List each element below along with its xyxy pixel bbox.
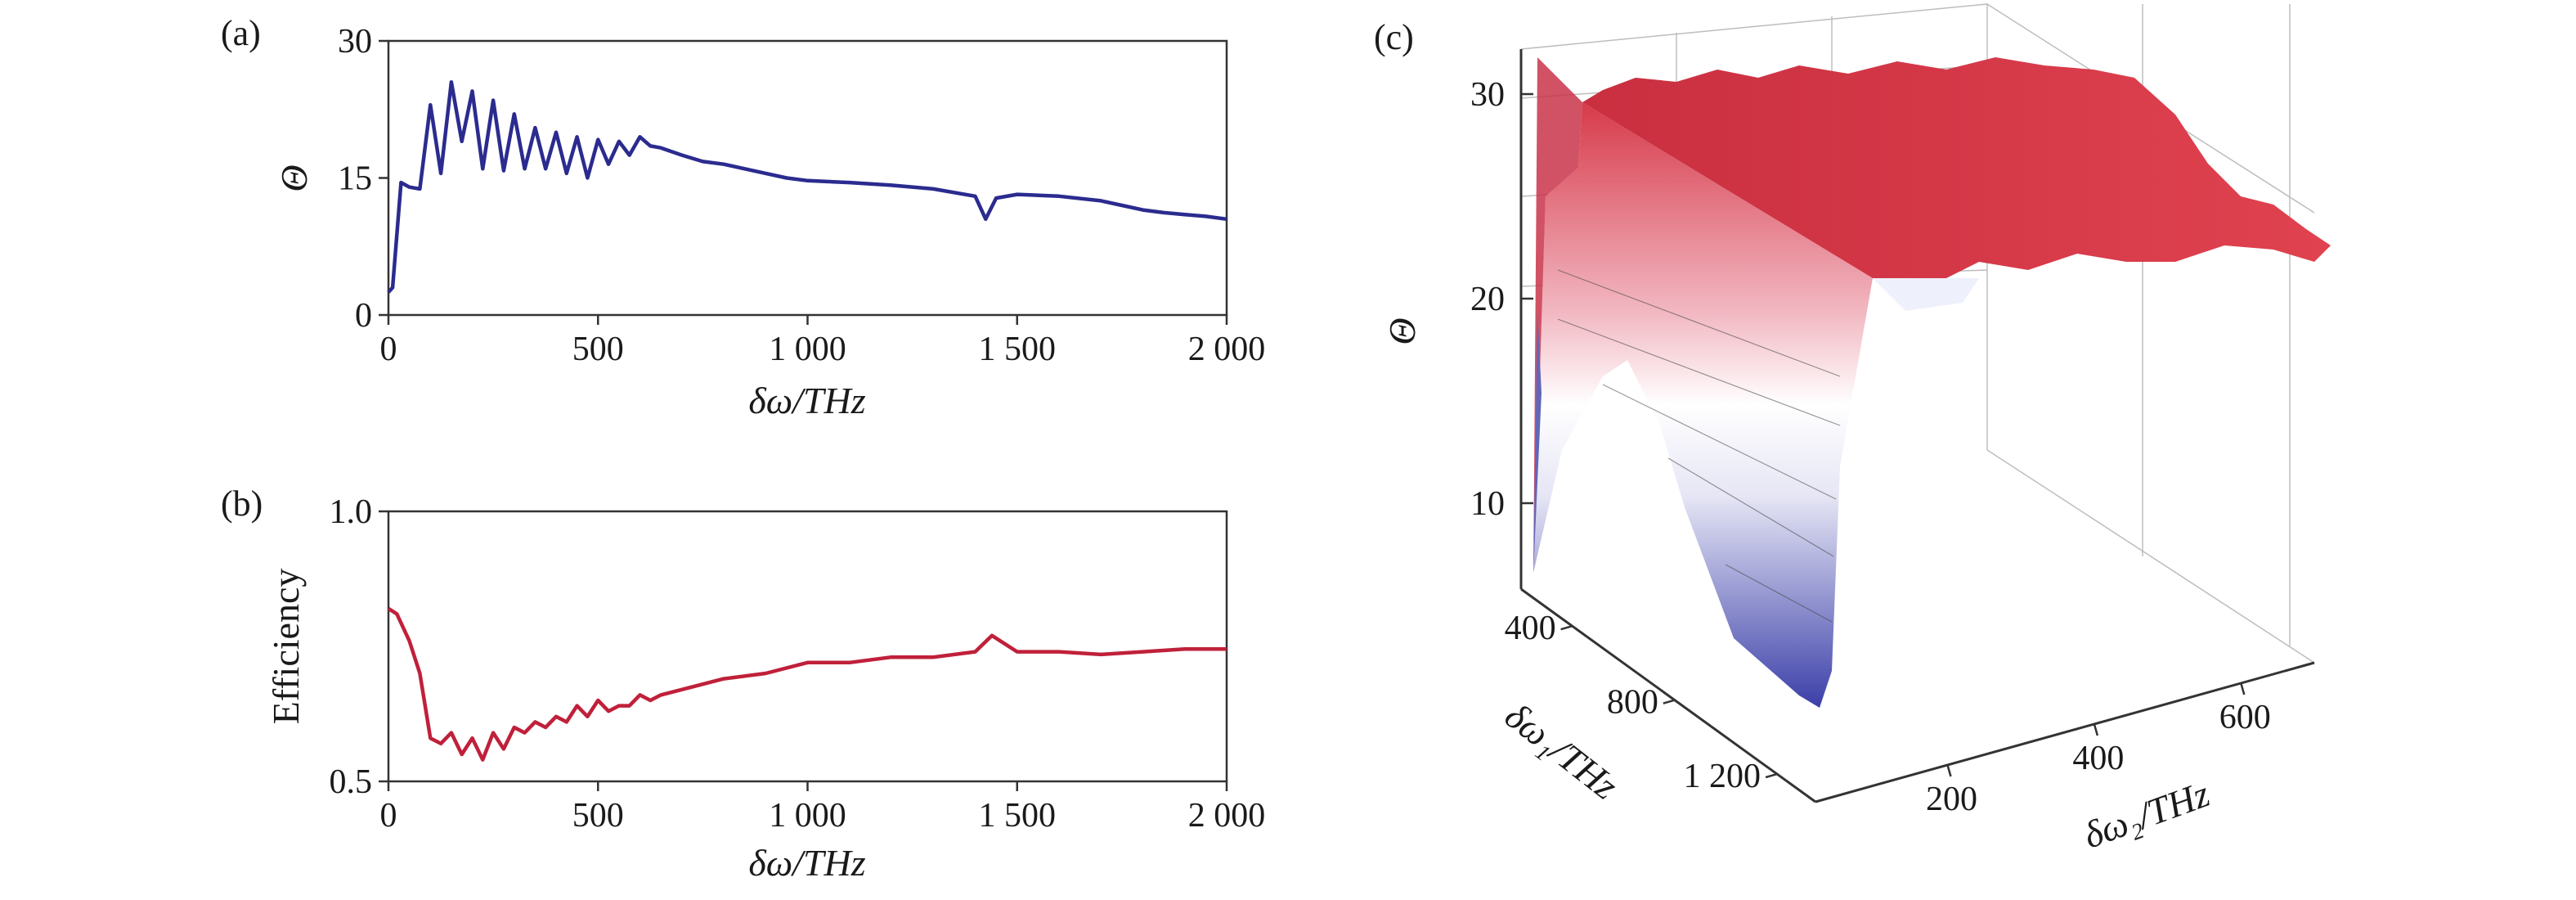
panel-a-ytick-label: 15 (338, 160, 372, 198)
axes-frame-3d (1519, 49, 2315, 803)
panel-a-series (387, 80, 1227, 294)
panel-a-frame (387, 39, 1228, 317)
panel-a-label: (a) (221, 13, 261, 53)
panel-c: (c) (1374, 3, 2331, 857)
panel-b-xlabel: δω/THz (748, 842, 865, 884)
panel-b-ticks: 0 500 1 000 1 500 2 000 0.5 1.0 (330, 493, 1266, 835)
panel-c-xlabel: δω₂/THz (2078, 772, 2215, 856)
panel-c-ztick-label: 30 (1470, 76, 1505, 114)
panel-b-label: (b) (221, 484, 263, 524)
panel-c-zticks: 10 20 30 (1470, 76, 1533, 523)
panel-c-ytick-mark (1663, 699, 1676, 704)
panel-b-xtick-label: 2 000 (1188, 797, 1266, 835)
panel-a-ylabel: Θ (273, 164, 315, 191)
panel-c-zlabel: Θ (1381, 317, 1423, 344)
panel-c-ztick-label: 10 (1470, 485, 1505, 523)
panel-b-frame (387, 510, 1228, 783)
panel-c-ytick-label: 1 200 (1684, 758, 1761, 795)
surface (1533, 57, 2331, 708)
panel-c-xtick-mark (1946, 764, 1952, 777)
panel-c-ytick-label: 400 (1505, 610, 1556, 647)
panel-a-ticks: 0 500 1 000 1 500 2 000 0 15 30 (338, 23, 1265, 368)
surface-left-dip (1533, 311, 1542, 573)
panel-a-xtick-label: 2 000 (1188, 331, 1266, 368)
panel-a-xtick-label: 0 (380, 331, 397, 368)
panel-b-series (387, 606, 1227, 762)
panel-b-line (387, 606, 1227, 762)
panel-a-ytick-label: 0 (355, 297, 372, 335)
panel-a-line (387, 80, 1227, 294)
panel-c-ytick-label: 800 (1607, 684, 1658, 722)
panel-b-xtick-label: 0 (380, 797, 397, 835)
panel-c-ztick-label: 20 (1470, 281, 1505, 318)
panel-b-xtick-label: 1 500 (979, 797, 1057, 835)
panel-b: (b) 0 500 1 000 1 500 2 000 0.5 1.0 δω/THz Eff… (221, 484, 1265, 884)
panel-b-ytick-label: 0.5 (330, 763, 373, 801)
panel-b-xtick-label: 1 000 (769, 797, 846, 835)
surface-gap (1873, 278, 1979, 311)
panel-c-label: (c) (1374, 17, 1414, 57)
panel-a-xtick-label: 500 (572, 331, 624, 368)
panel-c-xtick-label: 600 (2219, 699, 2271, 736)
panel-a-ytick-label: 30 (338, 23, 372, 61)
panel-b-ytick-label: 1.0 (330, 493, 373, 531)
panel-c-xticks: 200 400 600 (1926, 682, 2271, 818)
panel-a: (a) 0 500 1 000 1 500 2 000 0 15 30 δω/THz Θ (221, 13, 1265, 421)
surface-left-face (1533, 57, 1582, 573)
panel-b-ylabel: Efficiency (265, 569, 307, 725)
panel-a-xtick-label: 1 500 (979, 331, 1057, 368)
panel-c-xtick-label: 200 (1926, 781, 1977, 818)
panel-a-xtick-label: 1 000 (769, 331, 846, 368)
panel-b-xtick-label: 500 (572, 797, 624, 835)
panel-c-xtick-mark (2240, 682, 2246, 695)
panel-c-ytick-mark (1765, 772, 1778, 779)
panel-a-xlabel: δω/THz (748, 380, 865, 421)
surface-front-face (1533, 102, 1873, 708)
panel-c-xtick-label: 400 (2072, 740, 2124, 777)
surface-top (1582, 57, 2331, 286)
panel-c-xtick-mark (2093, 723, 2099, 736)
panel-c-ytick-mark (1560, 625, 1573, 631)
panel-c-yticks: 400 800 1 200 (1505, 610, 1778, 795)
